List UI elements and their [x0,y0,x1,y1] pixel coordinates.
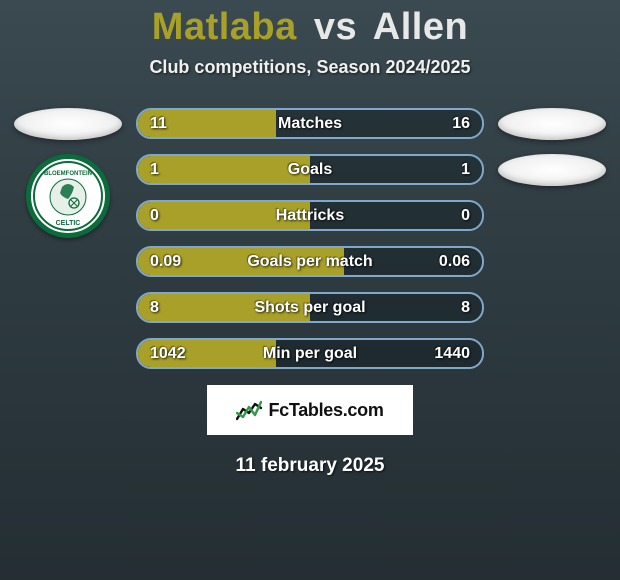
stat-label: Goals [138,156,482,183]
stat-value-right: 16 [440,110,482,137]
player1-name: Matlaba [152,6,297,48]
stat-bar: 1Goals1 [136,154,484,185]
fctables-chart-icon [236,399,262,421]
player1-avatar [14,108,122,140]
player2-name: Allen [373,6,468,48]
celtic-badge-icon: BLOEMFONTEIN CELTIC [31,159,105,233]
left-column: BLOEMFONTEIN CELTIC [8,108,128,238]
comparison-card: Matlaba vs Allen Club competitions, Seas… [0,0,620,580]
stat-value-right: 8 [449,294,482,321]
stat-bar: 8Shots per goal8 [136,292,484,323]
stat-label: Hattricks [138,202,482,229]
stat-bar: 11Matches16 [136,108,484,139]
stat-value-right: 0 [449,202,482,229]
branding-box[interactable]: FcTables.com [207,385,413,435]
branding-text: FcTables.com [268,400,383,421]
stat-bar: 0.09Goals per match0.06 [136,246,484,277]
snapshot-date: 11 february 2025 [0,455,620,477]
stat-value-right: 0.06 [427,248,482,275]
main-row: BLOEMFONTEIN CELTIC 11Matches16 1Goals1 0H… [0,108,620,369]
stat-bar: 1042Min per goal1440 [136,338,484,369]
player2-club-badge [498,154,606,186]
svg-text:CELTIC: CELTIC [56,220,81,227]
player2-avatar [498,108,606,140]
stat-label: Shots per goal [138,294,482,321]
stat-value-right: 1 [449,156,482,183]
stat-bars: 11Matches16 1Goals1 0Hattricks0 0.09Goals p… [128,108,492,369]
player1-club-badge: BLOEMFONTEIN CELTIC [26,154,110,238]
stat-value-right: 1440 [422,340,482,367]
competition-subtitle: Club competitions, Season 2024/2025 [0,57,620,78]
page-title: Matlaba vs Allen [0,6,620,49]
vs-separator: vs [314,6,357,48]
right-column [492,108,612,186]
stat-bar: 0Hattricks0 [136,200,484,231]
stat-label: Matches [138,110,482,137]
svg-text:BLOEMFONTEIN: BLOEMFONTEIN [44,171,92,177]
